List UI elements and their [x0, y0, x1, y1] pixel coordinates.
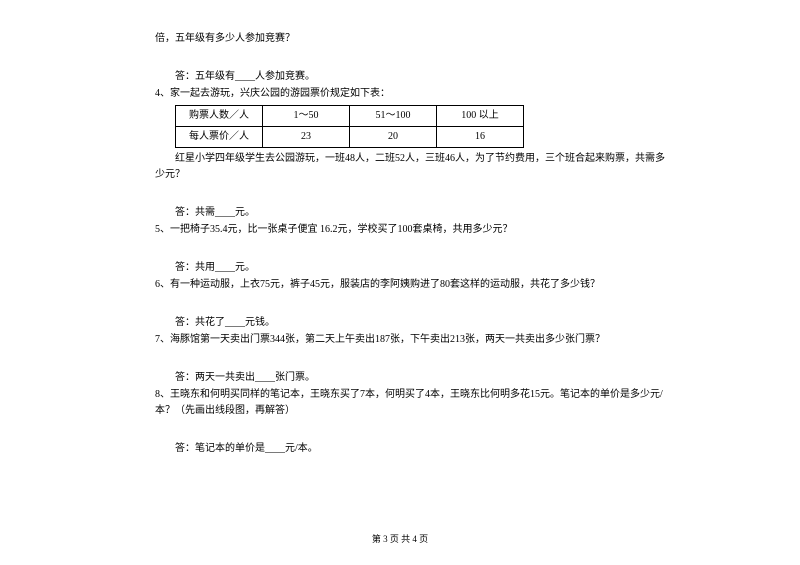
q6-text: 6、有一种运动服，上衣75元，裤子45元，服装店的李阿姨购进了80套这样的运动服…	[155, 277, 665, 293]
q4-intro: 4、家一起去游玩，兴庆公园的游园票价规定如下表：	[155, 86, 665, 102]
q8-answer: 答：笔记本的单价是____元/本。	[155, 441, 665, 457]
table-cell: 23	[263, 127, 350, 148]
table-row: 每人票价／人 23 20 16	[176, 127, 524, 148]
price-table: 购票人数／人 1～50 51～100 100 以上 每人票价／人 23 20 1…	[175, 105, 524, 148]
spacer	[155, 48, 665, 68]
table-cell: 51～100	[350, 106, 437, 127]
q4-body: 红星小学四年级学生去公园游玩，一班48人，二班52人，三班46人，为了节约费用，…	[155, 151, 665, 183]
q8-text: 8、王晓东和何明买同样的笔记本，王晓东买了7本，何明买了4本，王晓东比何明多花1…	[155, 387, 665, 419]
table-header-count: 购票人数／人	[176, 106, 263, 127]
q5-answer: 答：共用____元。	[155, 260, 665, 276]
q6-answer: 答：共花了____元钱。	[155, 315, 665, 331]
q3-answer: 答：五年级有____人参加竞赛。	[155, 69, 665, 85]
table-cell: 16	[437, 127, 524, 148]
q3-trailing: 倍，五年级有多少人参加竞赛？	[155, 31, 665, 47]
table-header-price: 每人票价／人	[176, 127, 263, 148]
spacer	[155, 420, 665, 440]
q4-answer: 答：共需____元。	[155, 205, 665, 221]
spacer	[155, 184, 665, 204]
table-cell: 100 以上	[437, 106, 524, 127]
q7-text: 7、海豚馆第一天卖出门票344张，第二天上午卖出187张，下午卖出213张，两天…	[155, 332, 665, 348]
spacer	[155, 239, 665, 259]
q5-text: 5、一把椅子35.4元，比一张桌子便宜 16.2元，学校买了100套桌椅，共用多…	[155, 222, 665, 238]
spacer	[155, 349, 665, 369]
spacer	[155, 294, 665, 314]
table-cell: 1～50	[263, 106, 350, 127]
table-cell: 20	[350, 127, 437, 148]
table-row: 购票人数／人 1～50 51～100 100 以上	[176, 106, 524, 127]
page-footer: 第 3 页 共 4 页	[0, 532, 800, 545]
q7-answer: 答：两天一共卖出____张门票。	[155, 370, 665, 386]
document-page: 倍，五年级有多少人参加竞赛？ 答：五年级有____人参加竞赛。 4、家一起去游玩…	[0, 0, 800, 468]
